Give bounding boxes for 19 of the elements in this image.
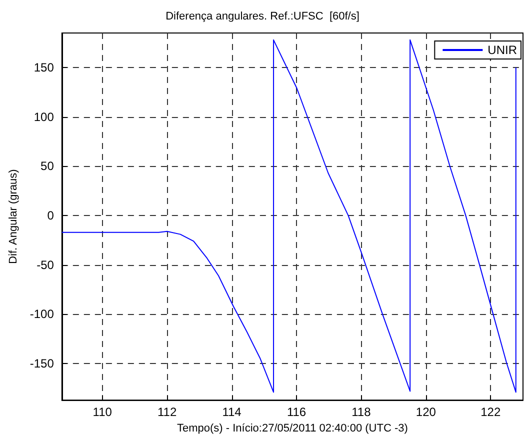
x-tick-label: 112 (158, 405, 177, 420)
y-tick-label: 50 (40, 159, 54, 174)
x-axis-title: Tempo(s) - Início:27/05/2011 02:40:00 (UTC -3) (177, 422, 408, 434)
y-tick-label: -50 (36, 258, 54, 272)
x-tick-label: 120 (416, 405, 436, 420)
x-tick-label: 116 (286, 405, 306, 420)
y-tick-label: 150 (34, 60, 54, 75)
y-tick-label: -100 (30, 307, 54, 322)
x-tick-label: 114 (222, 405, 242, 420)
legend-label: UNIR (488, 43, 518, 57)
x-tick-label: 118 (352, 405, 372, 420)
x-tick-label: 122 (480, 405, 501, 420)
y-tick-label: -150 (30, 356, 54, 371)
y-tick-label: 100 (34, 110, 54, 124)
y-axis-title: Dif. Angular (graus) (8, 169, 20, 264)
line-series (61, 39, 516, 393)
y-tick-label: 0 (47, 208, 54, 223)
x-tick-label: 110 (92, 405, 112, 420)
chart-title: Diferença angulares. Ref.:UFSC [60f/s] (166, 10, 360, 22)
